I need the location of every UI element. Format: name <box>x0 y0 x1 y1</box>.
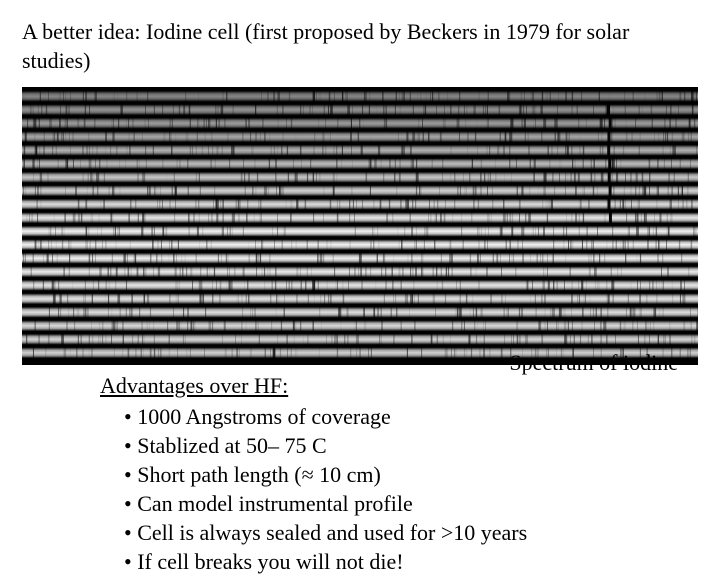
advantage-item: Cell is always sealed and used for >10 y… <box>124 518 698 547</box>
advantage-item: Can model instrumental profile <box>124 489 698 518</box>
advantages-block: Advantages over HF: 1000 Angstroms of co… <box>100 371 698 576</box>
spectrum-image <box>22 87 698 365</box>
advantage-item: Short path length (≈ 10 cm) <box>124 460 698 489</box>
advantage-item: 1000 Angstroms of coverage <box>124 402 698 431</box>
advantage-item: If cell breaks you will not die! <box>124 547 698 576</box>
advantages-list: 1000 Angstroms of coverageStablized at 5… <box>124 402 698 576</box>
slide-title: A better idea: Iodine cell (first propos… <box>22 18 698 75</box>
iodine-spectrum-svg <box>22 91 698 361</box>
spectrum-caption: Spectrum of iodine <box>509 350 678 376</box>
advantage-item: Stablized at 50– 75 C <box>124 431 698 460</box>
slide: A better idea: Iodine cell (first propos… <box>0 0 720 540</box>
advantages-heading: Advantages over HF: <box>100 373 288 398</box>
